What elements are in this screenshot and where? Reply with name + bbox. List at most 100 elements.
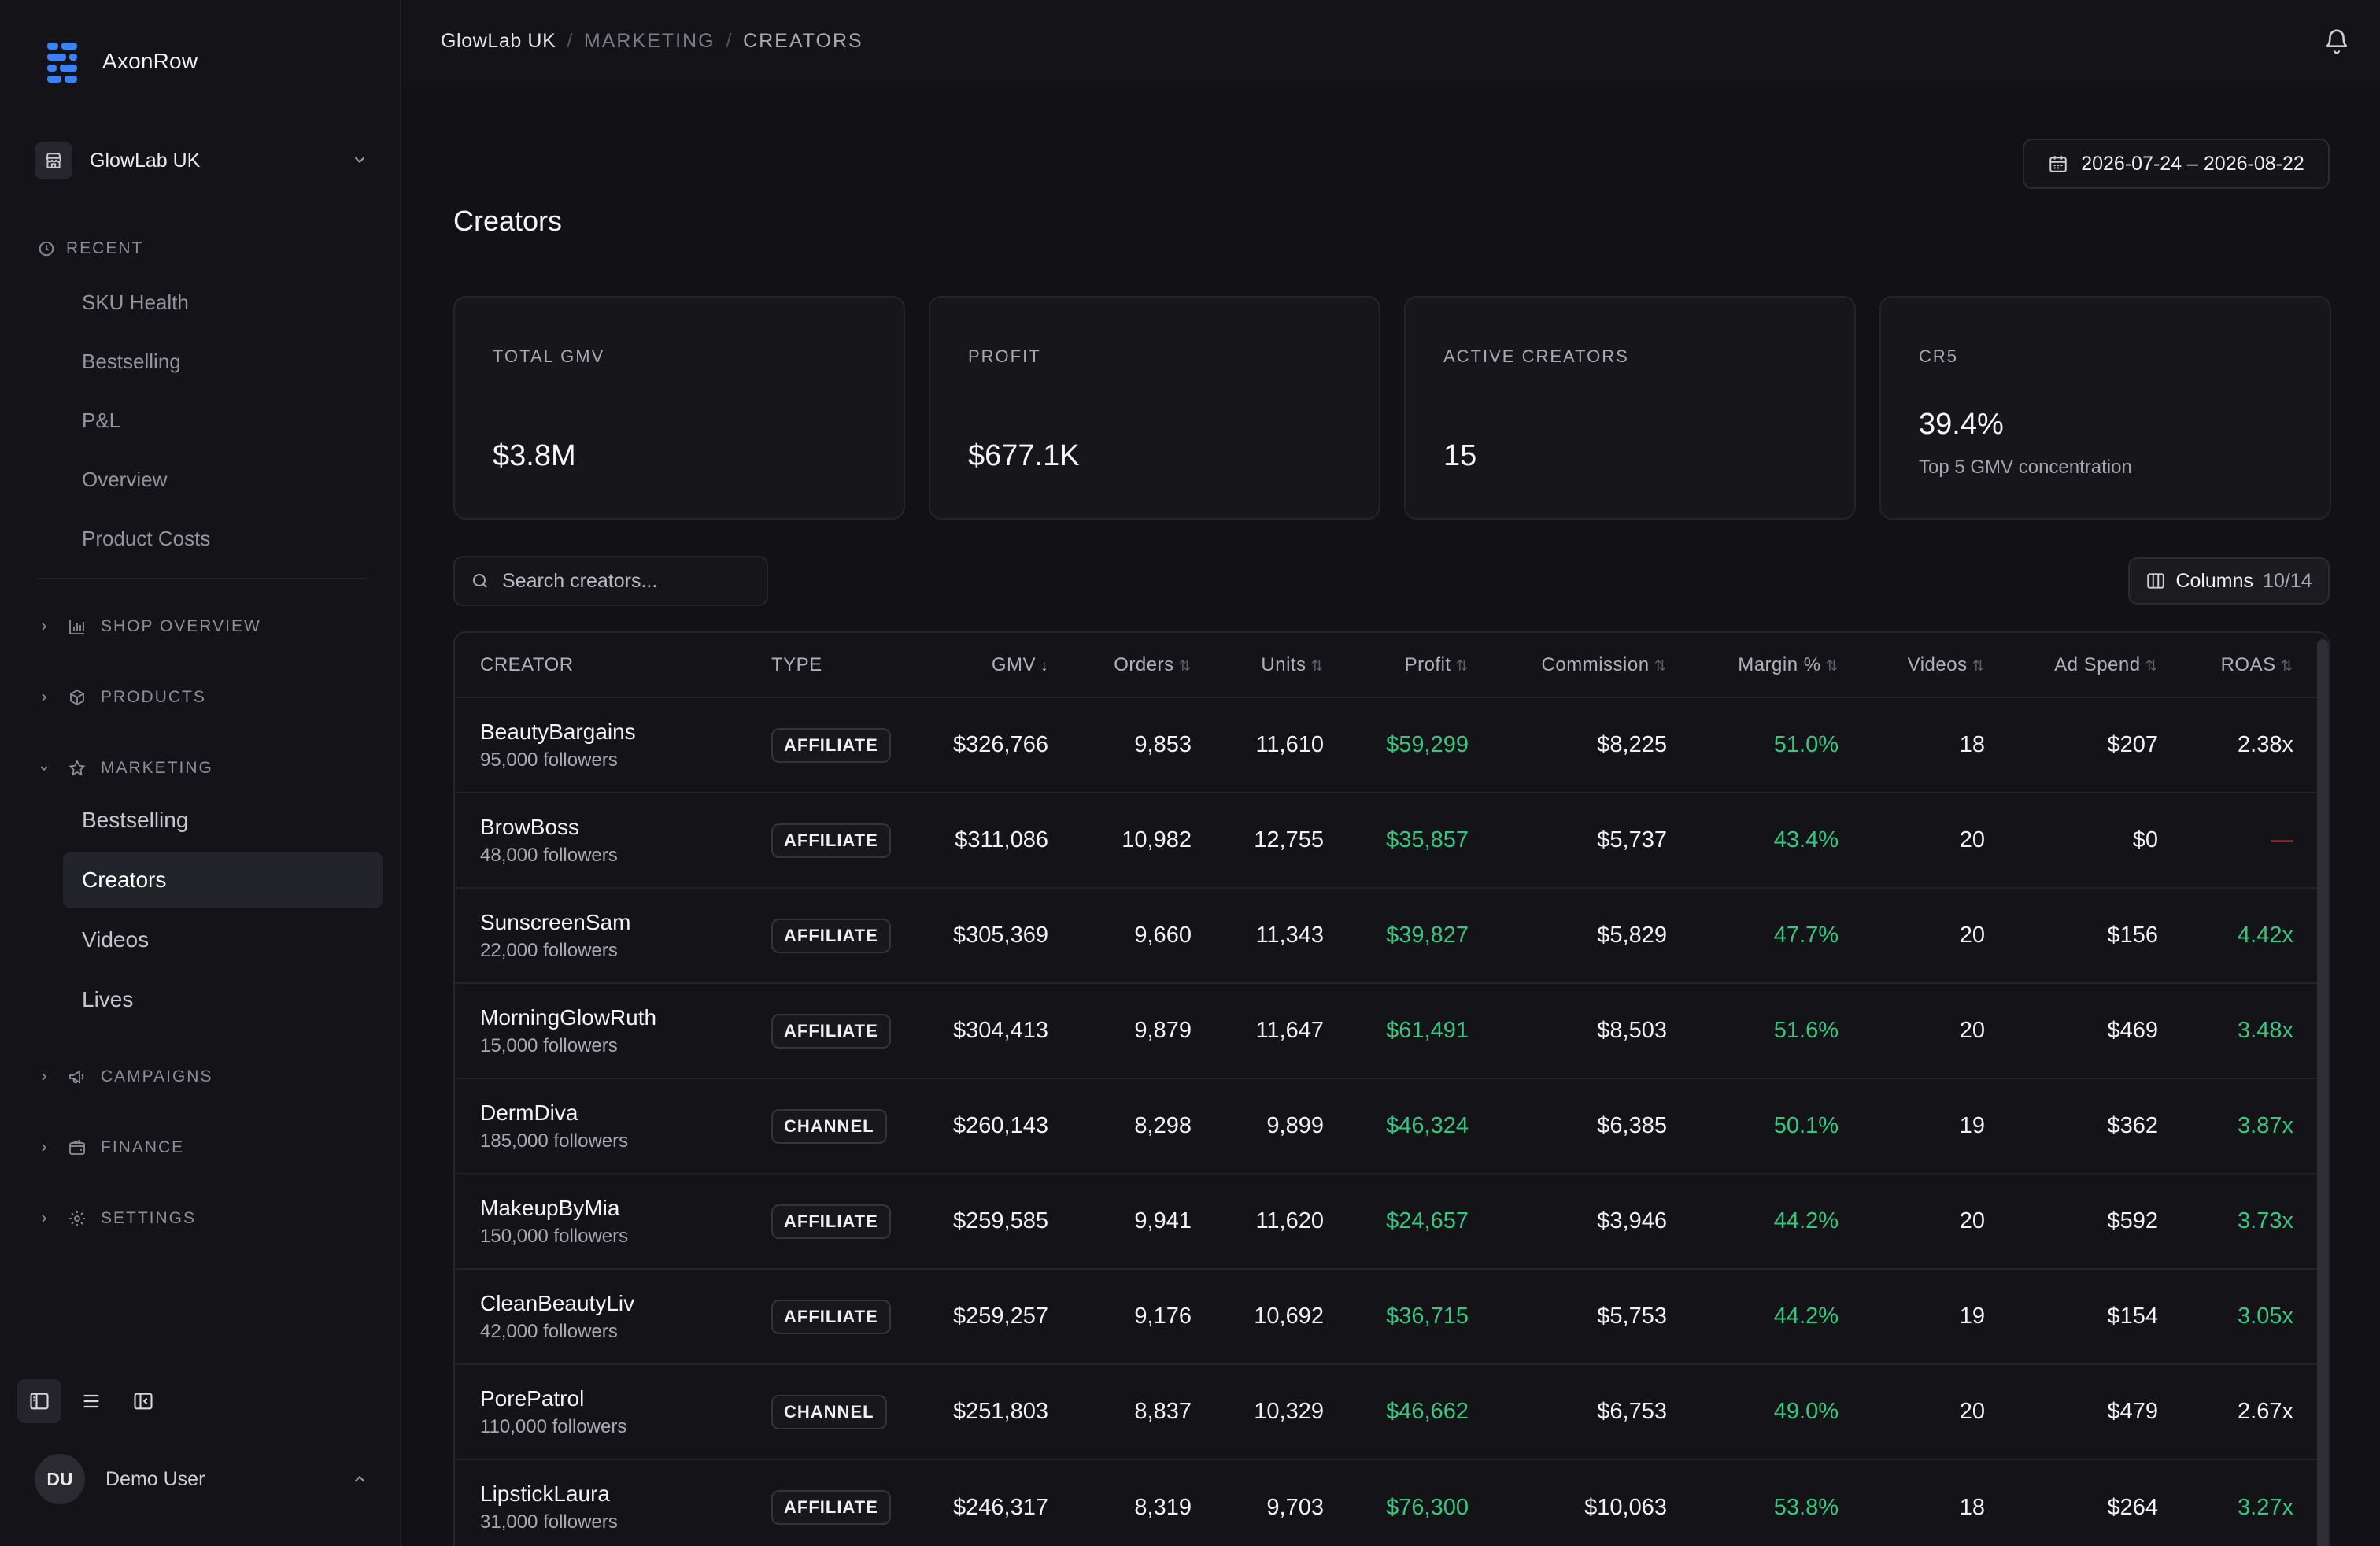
table-row[interactable]: LipstickLaura 31,000 followers AFFILIATE $2… [455, 1459, 2319, 1546]
creator-name[interactable]: PorePatrol [480, 1385, 585, 1411]
creator-name[interactable]: SunscreenSam [480, 909, 631, 934]
nav-group-settings[interactable]: SETTINGS [38, 1203, 196, 1234]
cell-creator: CleanBeautyLiv 42,000 followers [455, 1268, 746, 1364]
table-row[interactable]: BrowBoss 48,000 followers AFFILIATE $311,08… [455, 792, 2319, 888]
cell-roas: 3.05x [2183, 1268, 2319, 1364]
table-row[interactable]: PorePatrol 110,000 followers CHANNEL $251,8… [455, 1363, 2319, 1459]
col-header-profit[interactable]: Profit ⇅ [1404, 653, 1469, 675]
cell-type: AFFILIATE [746, 982, 911, 1078]
search-input[interactable] [502, 569, 754, 593]
table-row[interactable]: MorningGlowRuth 15,000 followers AFFILIATE… [455, 982, 2319, 1078]
col-header-videos[interactable]: Videos ⇅ [1907, 653, 1985, 675]
brand[interactable]: AxonRow [44, 39, 198, 83]
cell-roas: — [2183, 792, 2319, 888]
sort-desc-icon: ↓ [1040, 657, 1048, 675]
table-row[interactable]: BeautyBargains 95,000 followers AFFILIATE $… [455, 697, 2319, 793]
cell-ad-spend: $479 [2010, 1363, 2183, 1459]
recent-item-bestselling[interactable]: Bestselling [82, 350, 181, 373]
recent-item-sku-health[interactable]: SKU Health [82, 290, 189, 314]
wallet-icon [68, 1138, 88, 1157]
col-header-creator[interactable]: CREATOR [480, 653, 574, 675]
sidebar-item-videos[interactable]: Videos [82, 927, 150, 952]
sidebar-item-bestselling[interactable]: Bestselling [82, 808, 189, 832]
creator-name[interactable]: DermDiva [480, 1100, 578, 1125]
recent-item-pnl[interactable]: P&L [82, 409, 121, 432]
col-header-units[interactable]: Units ⇅ [1261, 653, 1324, 675]
gear-icon [68, 1209, 88, 1228]
creator-followers: 185,000 followers [480, 1130, 629, 1152]
creator-name[interactable]: LipstickLaura [480, 1481, 610, 1506]
creator-followers: 110,000 followers [480, 1415, 627, 1437]
cell-commission: $6,385 [1494, 1078, 1692, 1174]
table-scrollbar[interactable] [2317, 639, 2328, 1546]
megaphone-icon [68, 1067, 88, 1086]
date-range-button[interactable]: 2026-07-24 – 2026-08-22 [2023, 139, 2330, 189]
creator-followers: 42,000 followers [480, 1320, 618, 1342]
menu-view-button[interactable] [69, 1379, 113, 1423]
creator-name[interactable]: BeautyBargains [480, 719, 636, 744]
cell-orders: 9,176 [1074, 1268, 1217, 1364]
col-header-commission[interactable]: Commission ⇅ [1541, 653, 1667, 675]
panel-collapse-icon [134, 1393, 153, 1410]
creator-name[interactable]: MorningGlowRuth [480, 1004, 657, 1030]
breadcrumb-shop[interactable]: GlowLab UK [441, 30, 556, 52]
bell-icon[interactable] [2323, 28, 2350, 55]
clock-icon [39, 241, 54, 257]
cell-commission: $6,753 [1494, 1363, 1692, 1459]
cell-commission: $5,737 [1494, 792, 1692, 888]
col-header-orders[interactable]: Orders ⇅ [1114, 653, 1192, 675]
chevron-right-icon [38, 1212, 54, 1225]
recent-item-product-costs[interactable]: Product Costs [82, 527, 211, 550]
recent-item-overview[interactable]: Overview [82, 468, 168, 491]
col-header-margin[interactable]: Margin % ⇅ [1738, 653, 1839, 675]
cell-gmv: $260,143 [911, 1078, 1074, 1174]
creator-name[interactable]: MakeupByMia [480, 1195, 620, 1220]
cell-margin: 44.2% [1692, 1268, 1864, 1364]
sidebar-item-lives[interactable]: Lives [82, 987, 134, 1012]
sidebar-panel-button[interactable] [17, 1379, 61, 1423]
cell-ad-spend: $207 [2010, 697, 2183, 793]
recent-section-header: RECENT [38, 239, 143, 258]
nav-group-shop-overview[interactable]: SHOP OVERVIEW [38, 611, 261, 642]
cell-orders: 9,660 [1074, 887, 1217, 983]
nav-group-products[interactable]: PRODUCTS [38, 682, 206, 713]
table-row[interactable]: CleanBeautyLiv 42,000 followers AFFILIATE $… [455, 1268, 2319, 1364]
sort-icon: ⇅ [1825, 657, 1839, 675]
creator-name[interactable]: BrowBoss [480, 814, 580, 839]
cell-videos: 20 [1864, 792, 2010, 888]
nav-group-campaigns[interactable]: CAMPAIGNS [38, 1061, 213, 1093]
nav-group-marketing[interactable]: MARKETING [38, 753, 213, 784]
creator-name[interactable]: CleanBeautyLiv [480, 1290, 635, 1315]
user-menu[interactable]: DU Demo User [35, 1453, 370, 1505]
table-row[interactable]: SunscreenSam 22,000 followers AFFILIATE $30… [455, 887, 2319, 983]
columns-button[interactable]: Columns 10/14 [2128, 557, 2330, 605]
cell-creator: LipstickLaura 31,000 followers [455, 1459, 746, 1546]
shop-name: GlowLab UK [90, 149, 201, 172]
cell-orders: 8,837 [1074, 1363, 1217, 1459]
cell-margin: 51.0% [1692, 697, 1864, 793]
sort-icon: ⇅ [1972, 657, 1985, 675]
cell-profit: $24,657 [1349, 1173, 1494, 1269]
col-header-roas[interactable]: ROAS ⇅ [2220, 653, 2293, 675]
col-header-ad-spend[interactable]: Ad Spend ⇅ [2054, 653, 2158, 675]
collapse-sidebar-button[interactable] [121, 1379, 165, 1423]
col-header-type[interactable]: TYPE [771, 653, 822, 675]
top-bar: GlowLab UK / MARKETING / CREATORS [403, 0, 2380, 87]
table-header-row: CREATOR TYPE GMV ↓ Orders ⇅ Units ⇅ Profit ⇅… [455, 633, 2319, 697]
cell-orders: 8,298 [1074, 1078, 1217, 1174]
shop-selector[interactable]: GlowLab UK [35, 140, 370, 181]
cell-roas: 3.27x [2183, 1459, 2319, 1546]
cell-roas: 3.48x [2183, 982, 2319, 1078]
cell-ad-spend: $154 [2010, 1268, 2183, 1364]
table-row[interactable]: MakeupByMia 150,000 followers AFFILIATE $25… [455, 1173, 2319, 1269]
col-header-gmv[interactable]: GMV ↓ [991, 653, 1048, 675]
columns-count: 10/14 [2263, 569, 2312, 592]
cell-margin: 51.6% [1692, 982, 1864, 1078]
kpi-subtitle: Top 5 GMV concentration [1919, 457, 2132, 478]
nav-group-finance[interactable]: FINANCE [38, 1132, 184, 1163]
breadcrumb-page: CREATORS [743, 30, 863, 52]
breadcrumb-section[interactable]: MARKETING [583, 30, 715, 52]
sidebar-item-creators[interactable]: Creators [63, 852, 382, 908]
table-row[interactable]: DermDiva 185,000 followers CHANNEL $260,143… [455, 1078, 2319, 1174]
cell-margin: 44.2% [1692, 1173, 1864, 1269]
